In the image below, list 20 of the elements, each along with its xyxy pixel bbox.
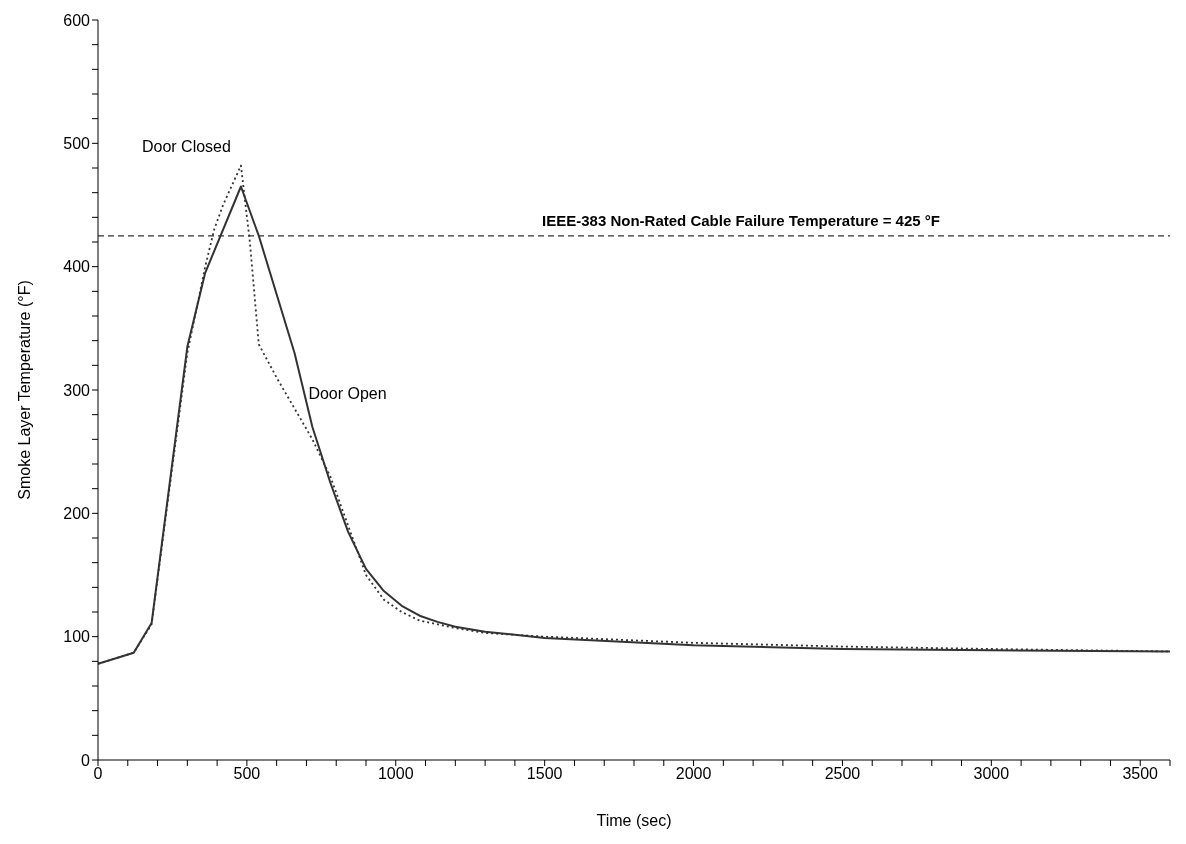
x-tick-label: 2000 — [675, 765, 712, 783]
x-tick-label: 3500 — [1122, 765, 1159, 783]
series-label: Door Open — [308, 385, 387, 402]
y-tick-label: 600 — [63, 11, 91, 29]
x-tick-label: 500 — [233, 765, 261, 783]
x-tick-label: 2500 — [824, 765, 861, 783]
x-tick-label: 1500 — [526, 765, 563, 783]
y-tick-label: 400 — [63, 258, 91, 276]
x-axis-title: Time (sec) — [596, 812, 672, 829]
y-tick-label: 200 — [63, 505, 91, 523]
y-tick-label: 0 — [81, 751, 91, 769]
x-tick-label: 3000 — [973, 765, 1010, 783]
y-tick-label: 300 — [63, 381, 91, 399]
series-label: Door Closed — [142, 137, 231, 155]
ref-line-label: IEEE-383 Non-Rated Cable Failure Temperature = 425 °F — [542, 211, 940, 229]
y-axis-title: Smoke Layer Temperature (°F) — [15, 280, 33, 500]
x-tick-label: 0 — [93, 765, 103, 783]
y-tick-label: 100 — [63, 628, 91, 646]
y-tick-label: 500 — [63, 135, 91, 153]
x-tick-label: 1000 — [377, 765, 414, 783]
